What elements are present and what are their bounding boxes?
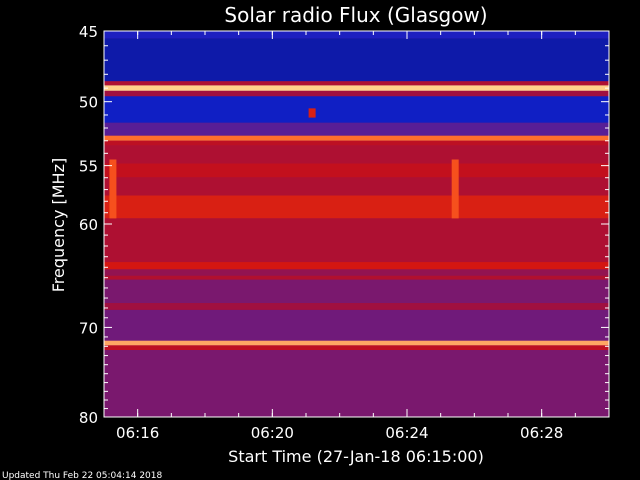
frequency-band-19 (104, 309, 609, 341)
frequency-band-7 (104, 135, 609, 141)
frequency-band-15 (104, 269, 609, 276)
y-tick-label: 55 (79, 158, 98, 176)
frequency-band-4 (104, 90, 609, 97)
frequency-band-12 (104, 195, 609, 219)
frequency-band-2 (104, 81, 609, 86)
frequency-band-13 (104, 218, 609, 263)
y-tick-label: 50 (79, 94, 98, 112)
frequency-band-0 (104, 31, 609, 39)
y-tick-label: 70 (79, 319, 98, 337)
y-tick-label: 60 (79, 216, 98, 234)
burst-event-0 (109, 159, 117, 219)
updated-timestamp: Updated Thu Feb 22 05:04:14 2018 (2, 471, 163, 480)
x-tick-label: 06:28 (520, 424, 563, 442)
frequency-band-6 (104, 122, 609, 136)
frequency-band-8 (104, 140, 609, 146)
frequency-band-17 (104, 279, 609, 304)
frequency-band-20 (104, 340, 609, 346)
x-tick-label: 06:20 (251, 424, 294, 442)
frequency-band-16 (104, 275, 609, 280)
frequency-band-9 (104, 145, 609, 164)
frequency-band-10 (104, 163, 609, 178)
plot-area (104, 31, 609, 417)
x-tick-label: 06:16 (116, 424, 159, 442)
frequency-band-22 (104, 350, 609, 417)
y-tick-label: 45 (79, 23, 98, 41)
y-tick-label: 80 (79, 409, 98, 427)
frequency-band-11 (104, 177, 609, 196)
x-tick-label: 06:24 (385, 424, 428, 442)
frequency-band-14 (104, 262, 609, 270)
axes: 45 50 55 60 70 80 06:16 06:20 06:24 06:28 (79, 23, 610, 442)
frequency-band-21 (104, 345, 609, 351)
frequency-band-5 (104, 96, 609, 123)
frequency-band-18 (104, 303, 609, 310)
chart-title: Solar radio Flux (Glasgow) (224, 3, 487, 27)
frequency-band-3 (104, 85, 609, 91)
x-axis-label: Start Time (27-Jan-18 06:15:00) (228, 447, 484, 466)
y-axis-label: Frequency [MHz] (49, 158, 68, 292)
burst-event-2 (308, 108, 316, 118)
frequency-band-1 (104, 38, 609, 82)
burst-event-1 (451, 159, 459, 219)
